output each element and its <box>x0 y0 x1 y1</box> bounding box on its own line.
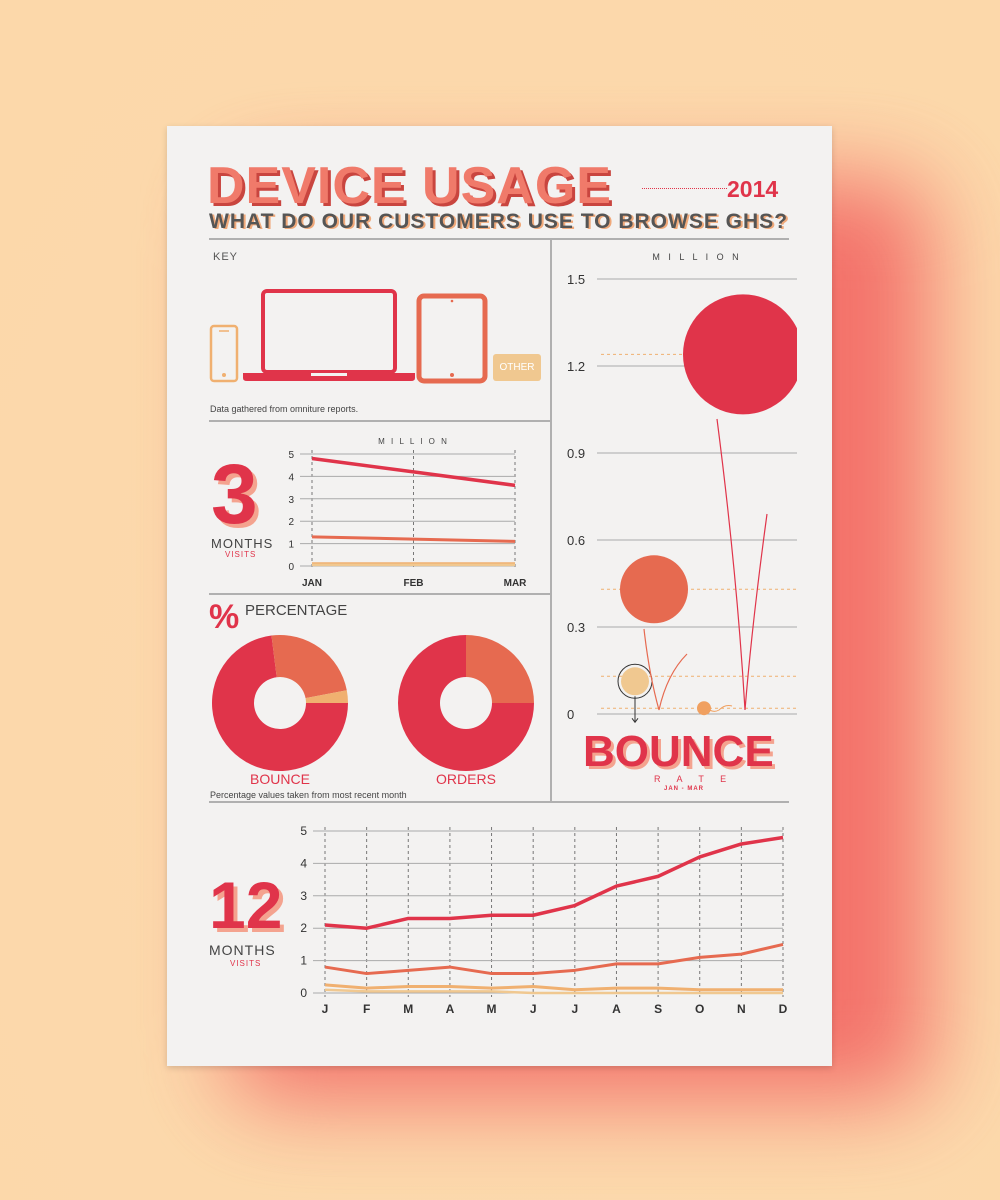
y-tick-label: 0 <box>300 986 307 1000</box>
orders-donut-chart <box>398 635 534 771</box>
percentage-note: Percentage values taken from most recent… <box>210 790 407 800</box>
y-tick-label: 2 <box>300 921 307 935</box>
x-tick-label: FEB <box>404 578 424 589</box>
orders-donut-label: ORDERS <box>436 771 496 787</box>
x-tick-label: F <box>363 1002 370 1016</box>
x-tick-label: JAN <box>302 578 322 589</box>
x-tick-label: O <box>695 1002 704 1016</box>
y-tick-label: 0.3 <box>567 620 585 635</box>
series-line-1 <box>311 535 516 543</box>
middle-divider <box>209 801 789 803</box>
y-tick-label: 0.6 <box>567 533 585 548</box>
column-divider <box>550 238 552 802</box>
percent-symbol: % <box>209 598 240 636</box>
y-tick-label: 1.2 <box>567 359 585 374</box>
title-dotted-line <box>642 188 727 189</box>
y-tick-label: 3 <box>300 889 307 903</box>
bounce-curve-3 <box>704 705 733 712</box>
y-tick-label: 5 <box>288 450 294 461</box>
x-tick-label: J <box>322 1002 329 1016</box>
device-key: OTHER <box>209 289 541 384</box>
bubble-arrow <box>631 718 639 724</box>
three-visits-label: VISITS <box>225 550 257 559</box>
bounce-rate-bubble-chart: M I L L I O N 1.5 1.2 0.9 0.6 0.3 0 <box>567 252 797 724</box>
x-tick-label: M <box>403 1002 413 1016</box>
y-tick-label: 3 <box>288 495 294 506</box>
bubble-point-3 <box>697 701 711 716</box>
other-icon-label: OTHER <box>500 362 535 373</box>
y-tick-label: 1.5 <box>567 272 585 287</box>
y-tick-label: 2 <box>288 517 294 528</box>
y-tick-label: 0 <box>567 707 574 722</box>
key-note: Data gathered from omniture reports. <box>210 404 359 414</box>
bounce-donut-label: BOUNCE <box>250 771 310 787</box>
donut-slice-0 <box>212 635 348 771</box>
series-line-1 <box>324 942 784 976</box>
bubble-point-2 <box>621 667 649 696</box>
y-tick-label: 1 <box>300 954 307 968</box>
twelve-months-label: MONTHS <box>209 942 276 958</box>
series-line-0 <box>324 835 784 930</box>
three-month-line-chart: M I L L I O N JAN FEB MAR 0 1 2 3 4 5 <box>288 437 528 589</box>
donut-slice-1 <box>466 635 534 703</box>
y-tick-label: 4 <box>288 472 294 483</box>
x-tick-label: S <box>654 1002 662 1016</box>
x-tick-label: J <box>530 1002 537 1016</box>
x-tick-label: M <box>487 1002 497 1016</box>
series-line-3 <box>324 988 783 995</box>
infographic-poster: DEVICE USAGE 2014 WHAT DO OUR CUSTOMERS … <box>167 126 832 1066</box>
three-months-label: MONTHS <box>211 536 274 551</box>
series-line-2 <box>324 983 783 992</box>
y-tick-label: 4 <box>300 856 307 870</box>
bubble-point-0 <box>683 294 797 415</box>
y-tick-label: 0.9 <box>567 446 585 461</box>
bounce-title: BOUNCE <box>583 727 774 776</box>
y-tick-label: 5 <box>300 824 307 838</box>
donut-slice-0 <box>398 635 534 771</box>
bubble-unit-label: M I L L I O N <box>652 252 741 262</box>
bounce-donut-chart <box>212 635 348 771</box>
chart-unit-label: M I L L I O N <box>378 437 449 446</box>
three-number: 3 <box>211 447 258 541</box>
x-tick-label: J <box>571 1002 578 1016</box>
three-month-divider <box>209 593 550 595</box>
other-icon: OTHER <box>493 354 541 381</box>
x-tick-label: N <box>737 1002 746 1016</box>
twelve-month-line-chart: J F M A M J J A S O N D 0 1 2 3 4 5 <box>300 824 788 1016</box>
series-line-0 <box>311 456 516 488</box>
rate-label: R A T E <box>654 774 734 784</box>
header-divider <box>209 238 789 240</box>
x-tick-label: A <box>612 1002 621 1016</box>
twelve-visits-label: VISITS <box>230 959 262 968</box>
key-divider <box>209 420 550 422</box>
laptop-icon <box>243 289 415 381</box>
twelve-number: 12 <box>209 868 283 942</box>
x-tick-label: MAR <box>504 578 528 589</box>
bounce-curve-1 <box>716 418 768 711</box>
bounce-curve-2 <box>643 628 688 711</box>
percentage-label: PERCENTAGE <box>245 602 348 619</box>
page-subtitle: WHAT DO OUR CUSTOMERS USE TO BROWSE GHS? <box>209 210 789 233</box>
year-label: 2014 <box>727 176 779 202</box>
y-tick-label: 0 <box>288 562 294 573</box>
x-tick-label: D <box>779 1002 788 1016</box>
page-title: DEVICE USAGE <box>207 157 612 215</box>
x-tick-label: A <box>446 1002 455 1016</box>
donut-slice-2 <box>305 690 348 703</box>
tablet-icon <box>416 293 488 384</box>
key-label: KEY <box>213 251 239 263</box>
period-label: JAN - MAR <box>664 786 704 792</box>
phone-icon <box>209 324 239 383</box>
bubble-point-1 <box>620 555 688 624</box>
donut-slice-1 <box>271 635 347 699</box>
y-tick-label: 1 <box>288 540 294 551</box>
